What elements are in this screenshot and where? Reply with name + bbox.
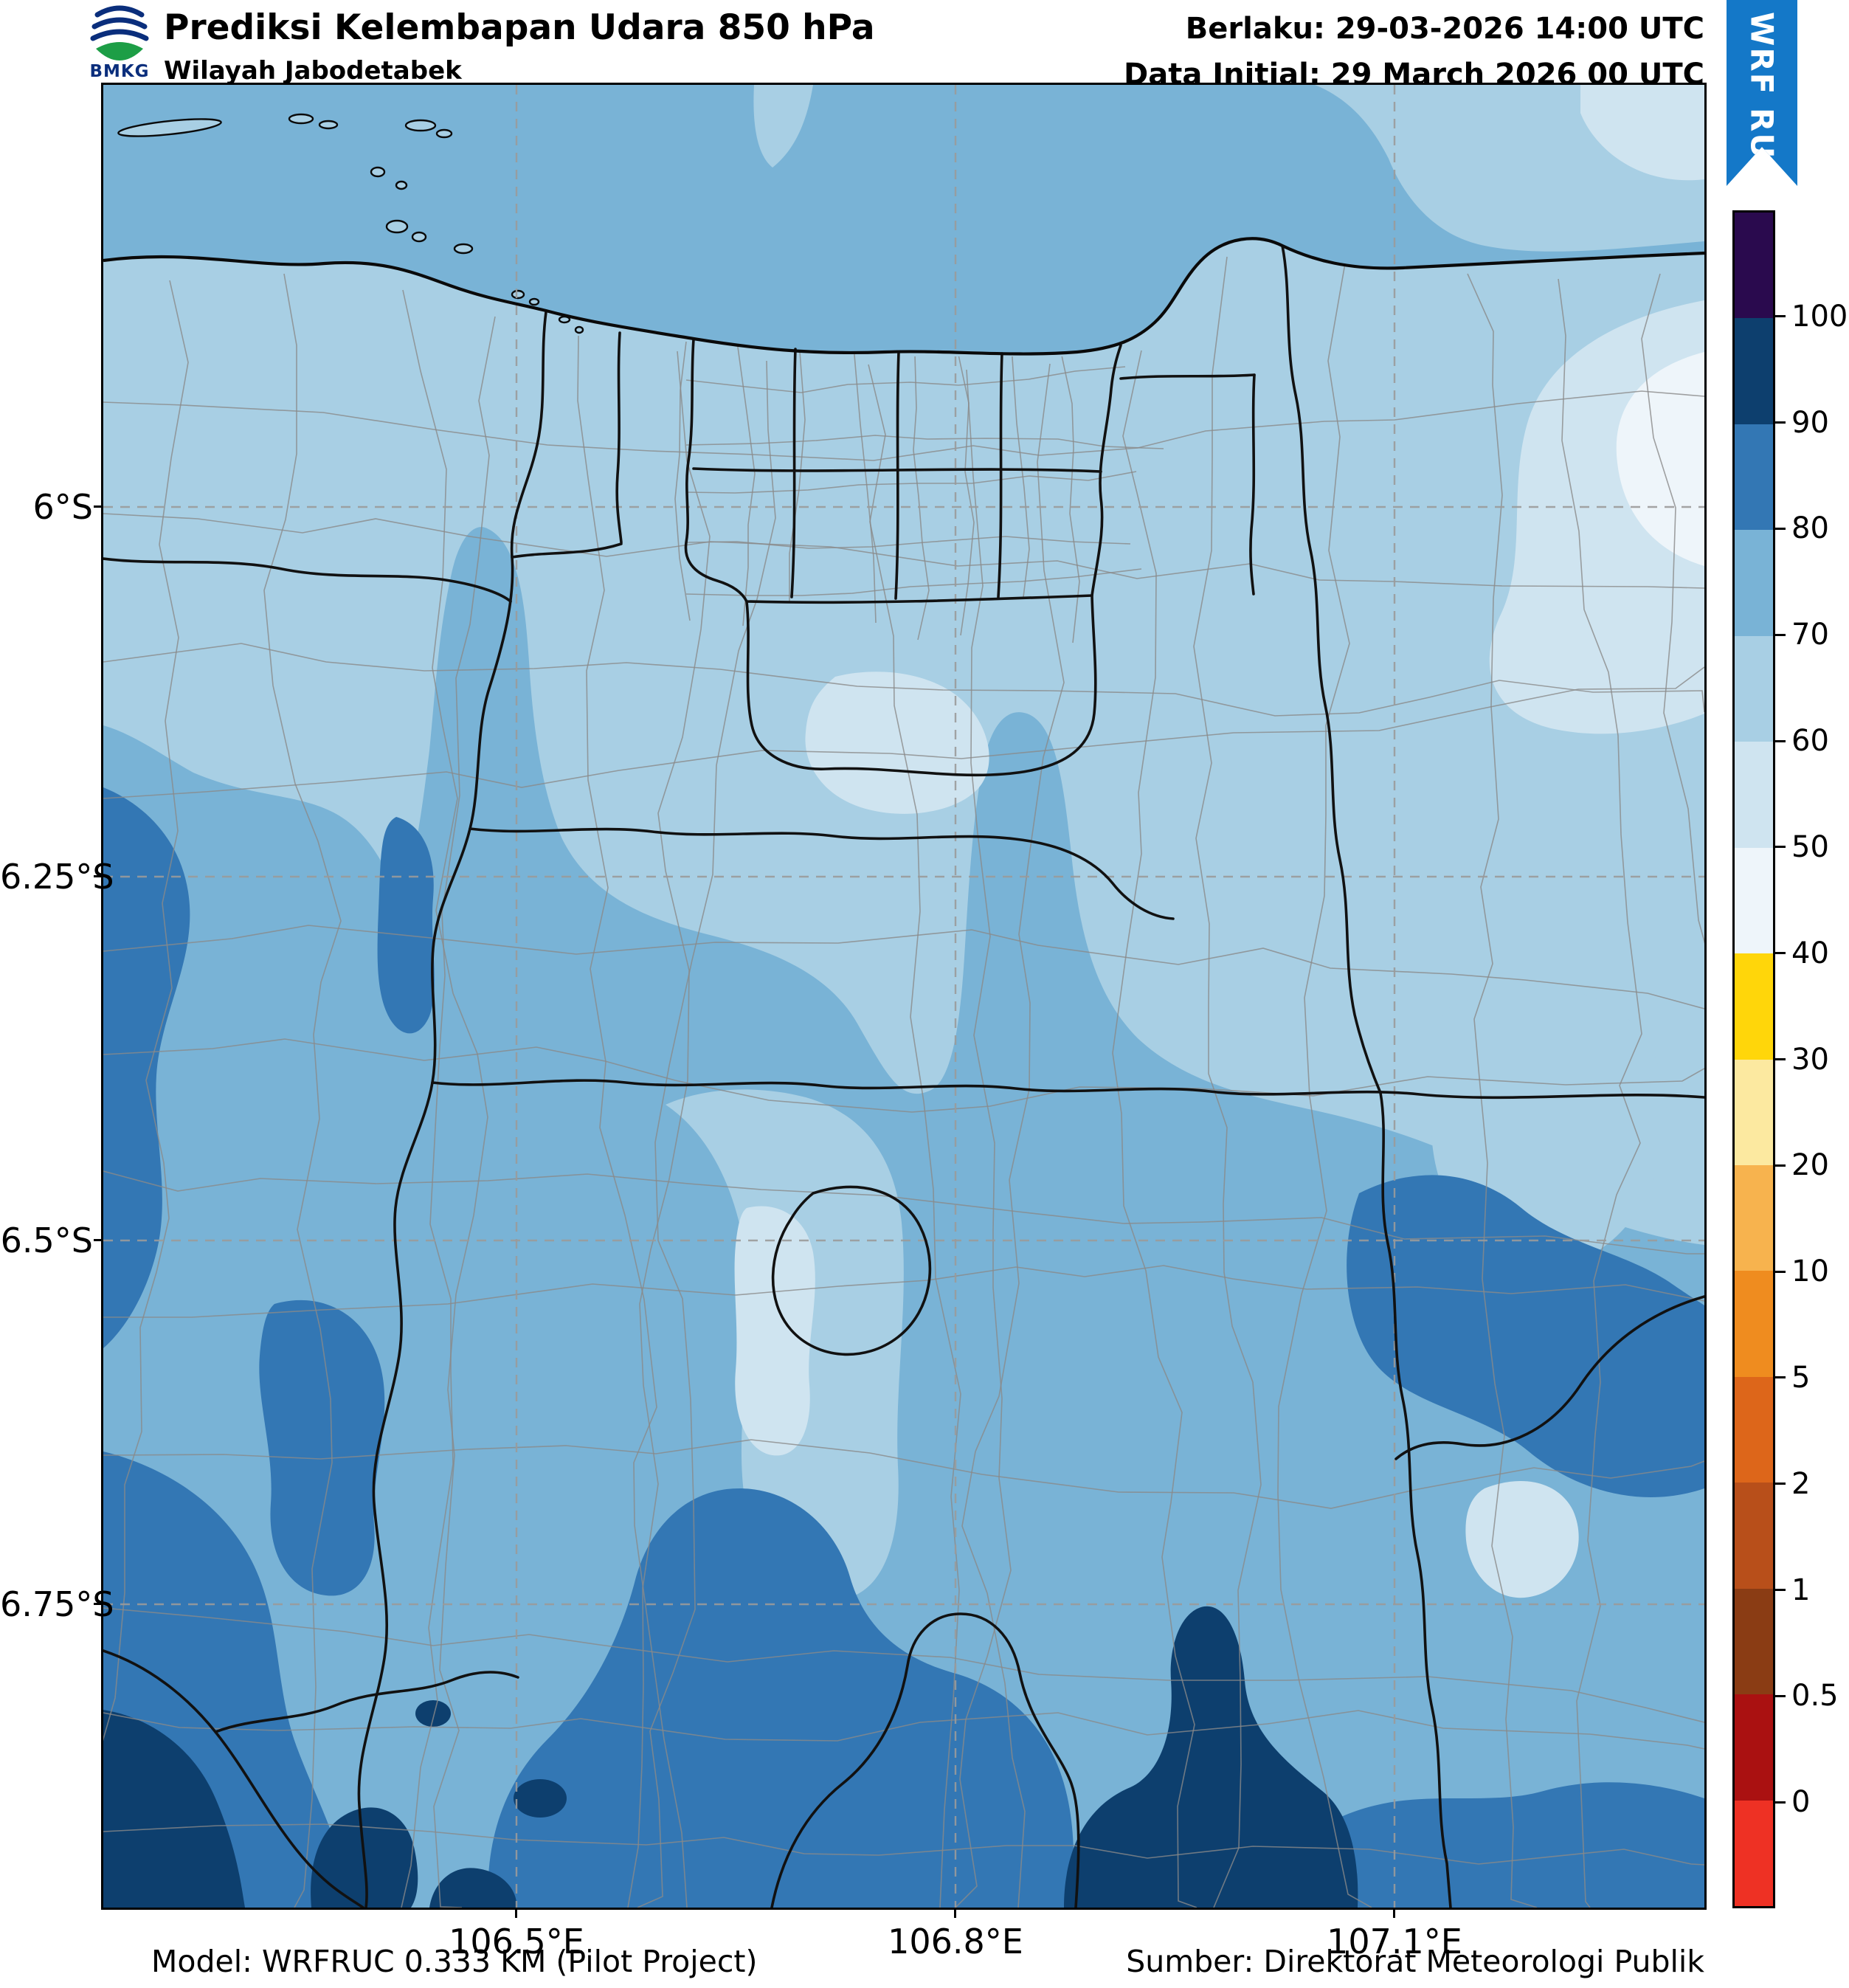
map-area	[103, 85, 1704, 1908]
colorbar-segment	[1735, 1059, 1773, 1165]
sea-region	[103, 85, 1704, 354]
colorbar-tick-label: 2	[1775, 1469, 1810, 1499]
colorbar-segment	[1735, 318, 1773, 424]
coastline	[103, 237, 1704, 356]
colorbar-segment	[1735, 1483, 1773, 1589]
colorbar-segment	[1735, 424, 1773, 531]
colorbar-tick-label: 70	[1775, 620, 1829, 649]
y-axis-label: 6.75°S	[0, 1584, 114, 1624]
valid-time-label: Berlaku: 29-03-2026 14:00 UTC	[1185, 12, 1704, 46]
y-axis-label: 6°S	[32, 487, 93, 527]
colorbar-ticks: 100 90 80 70 60 50 40 30 20 10 5 2 1 0.5 0	[1775, 210, 1849, 1908]
model-caption: Model: WRFRUC 0.333 KM (Pilot Project)	[151, 1944, 758, 1979]
islands	[117, 113, 584, 334]
colorbar-segment	[1735, 635, 1773, 742]
humidity-80-90-regions	[103, 787, 1704, 1908]
grid-lines	[103, 85, 1704, 1908]
humidity-light-regions	[666, 300, 1704, 1601]
bmkg-logo: BMKG	[84, 3, 155, 83]
page-title: Prediksi Kelembapan Udara 850 hPa	[164, 7, 875, 48]
humidity-70-80-regions	[103, 527, 1704, 1908]
colorbar-segment	[1735, 1271, 1773, 1377]
colorbar-tick-label: 50	[1775, 832, 1829, 862]
colorbar-tick-label: 60	[1775, 726, 1829, 756]
y-axis-label: 6.5°S	[0, 1221, 93, 1260]
y-axis-tick	[94, 505, 103, 508]
bmkg-logo-text: BMKG	[89, 62, 150, 81]
colorbar-tick-label: 100	[1775, 302, 1848, 331]
x-axis-label: 106.8°E	[888, 1922, 1023, 1961]
bmkg-logo-icon	[90, 5, 149, 61]
colorbar-tick-label: 1	[1775, 1575, 1810, 1605]
colorbar-segment	[1735, 1376, 1773, 1483]
y-axis-tick	[94, 1603, 103, 1605]
x-axis-label: 106.5°E	[449, 1922, 584, 1961]
colorbar-segment	[1735, 213, 1773, 319]
colorbar-tick-label: 80	[1775, 514, 1829, 543]
weather-map	[103, 85, 1704, 1908]
model-ribbon: WRF RUC	[1727, 0, 1797, 186]
colorbar-tick-label: 90	[1775, 408, 1829, 438]
source-caption: Sumber: Direktorat Meteorologi Publik	[1126, 1944, 1704, 1979]
colorbar-tick-label: 0.5	[1775, 1681, 1839, 1711]
colorbar-tick-label: 40	[1775, 939, 1829, 968]
y-axis-label: 6.25°S	[0, 857, 114, 897]
colorbar-tick-label: 5	[1775, 1363, 1810, 1392]
humidity-90-100-regions	[103, 1606, 1358, 1908]
colorbar-tick-label: 0	[1775, 1787, 1810, 1817]
colorbar	[1732, 210, 1775, 1908]
y-axis-tick	[94, 875, 103, 877]
colorbar-segment	[1735, 953, 1773, 1060]
colorbar-segment	[1735, 1694, 1773, 1801]
colorbar-segment	[1735, 847, 1773, 954]
colorbar-segment	[1735, 1164, 1773, 1271]
colorbar-tick-label: 10	[1775, 1257, 1829, 1286]
y-axis-tick	[94, 1239, 103, 1241]
colorbar-segment	[1735, 1588, 1773, 1695]
colorbar-segment	[1735, 530, 1773, 636]
colorbar-tick-label: 30	[1775, 1045, 1829, 1074]
colorbar-tick-label: 20	[1775, 1150, 1829, 1180]
admin-boundaries	[103, 244, 1704, 1908]
x-axis-tick	[1393, 1908, 1395, 1918]
x-axis-tick	[954, 1908, 956, 1918]
page-subtitle: Wilayah Jabodetabek	[164, 56, 462, 86]
x-axis-label: 107.1°E	[1327, 1922, 1462, 1961]
colorbar-segment	[1735, 1800, 1773, 1906]
x-axis-tick	[515, 1908, 517, 1918]
colorbar-segment	[1735, 742, 1773, 848]
model-ribbon-label: WRF RUC	[1743, 12, 1780, 184]
